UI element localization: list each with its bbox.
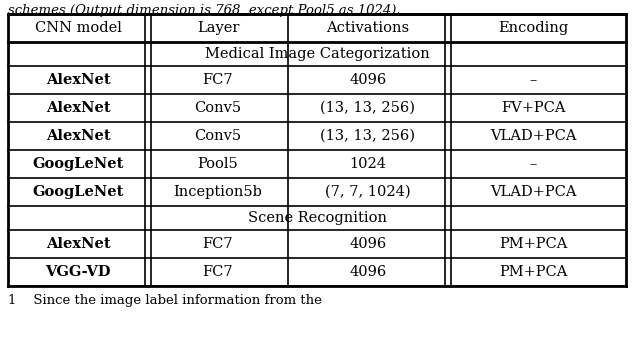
Text: Medical Image Categorization: Medical Image Categorization xyxy=(205,47,429,61)
Text: 4096: 4096 xyxy=(349,237,387,251)
Text: FC7: FC7 xyxy=(203,237,234,251)
Text: VLAD+PCA: VLAD+PCA xyxy=(490,185,576,199)
Text: –: – xyxy=(529,157,537,171)
Text: 1    Since the image label information from the: 1 Since the image label information from… xyxy=(8,294,322,307)
Text: FC7: FC7 xyxy=(203,265,234,279)
Text: (13, 13, 256): (13, 13, 256) xyxy=(321,129,415,143)
Text: PM+PCA: PM+PCA xyxy=(499,237,567,251)
Text: AlexNet: AlexNet xyxy=(45,129,110,143)
Text: 4096: 4096 xyxy=(349,73,387,87)
Text: FC7: FC7 xyxy=(203,73,234,87)
Text: Inception5b: Inception5b xyxy=(173,185,262,199)
Text: Encoding: Encoding xyxy=(498,21,568,35)
Text: VGG-VD: VGG-VD xyxy=(45,265,111,279)
Text: Activations: Activations xyxy=(326,21,410,35)
Text: Pool5: Pool5 xyxy=(198,157,238,171)
Text: Conv5: Conv5 xyxy=(195,129,241,143)
Text: (7, 7, 1024): (7, 7, 1024) xyxy=(325,185,411,199)
Text: 1024: 1024 xyxy=(349,157,387,171)
Text: GoogLeNet: GoogLeNet xyxy=(32,157,124,171)
Text: AlexNet: AlexNet xyxy=(45,73,110,87)
Text: Scene Recognition: Scene Recognition xyxy=(248,211,387,225)
Text: AlexNet: AlexNet xyxy=(45,101,110,115)
Text: (13, 13, 256): (13, 13, 256) xyxy=(321,101,415,115)
Text: FV+PCA: FV+PCA xyxy=(500,101,565,115)
Text: AlexNet: AlexNet xyxy=(45,237,110,251)
Text: CNN model: CNN model xyxy=(35,21,122,35)
Text: PM+PCA: PM+PCA xyxy=(499,265,567,279)
Text: VLAD+PCA: VLAD+PCA xyxy=(490,129,576,143)
Text: Layer: Layer xyxy=(197,21,239,35)
Text: 4096: 4096 xyxy=(349,265,387,279)
Text: –: – xyxy=(529,73,537,87)
Text: GoogLeNet: GoogLeNet xyxy=(32,185,124,199)
Text: schemes (Output dimension is 768, except Pool5 as 1024).: schemes (Output dimension is 768, except… xyxy=(8,4,401,17)
Text: Conv5: Conv5 xyxy=(195,101,241,115)
